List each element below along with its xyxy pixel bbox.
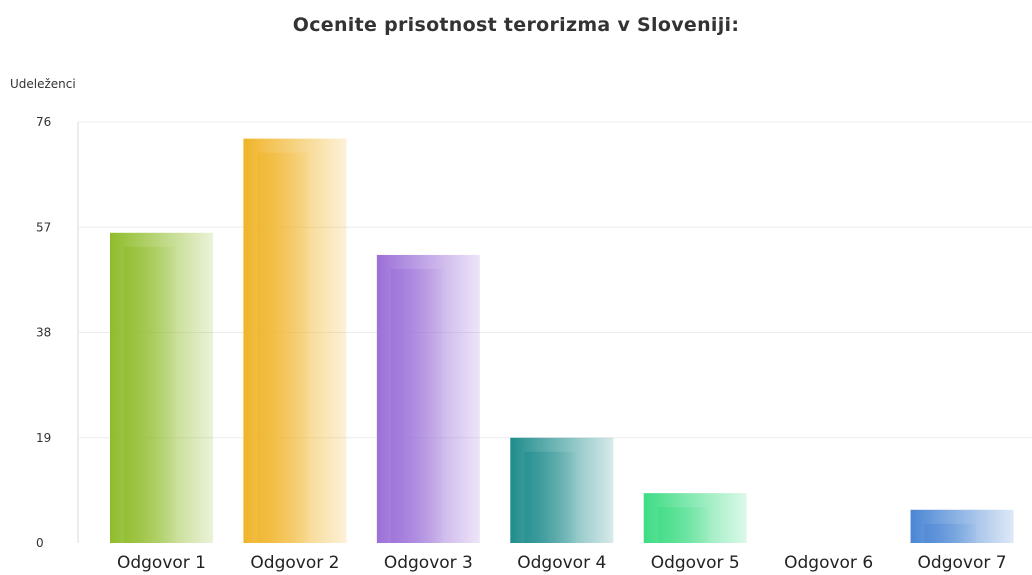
bar[interactable]: [643, 493, 747, 543]
x-category-label: Odgovor 5: [651, 553, 740, 573]
y-tick-label: 76: [36, 115, 51, 129]
x-category-label: Odgovor 7: [918, 553, 1007, 573]
y-tick-label: 0: [36, 536, 44, 550]
y-axis-label: Udeleženci: [10, 77, 76, 91]
chart-title: Ocenite prisotnost terorizma v Sloveniji…: [292, 14, 740, 36]
y-tick-label: 19: [36, 431, 51, 445]
x-category-label: Odgovor 1: [117, 553, 206, 573]
bar[interactable]: [910, 509, 1014, 543]
x-category-label: Odgovor 3: [384, 553, 473, 573]
y-tick-label: 38: [36, 326, 51, 340]
x-category-label: Odgovor 6: [784, 553, 873, 573]
x-category-labels: Odgovor 1 Odgovor 2 Odgovor 3 Odgovor 4 Odgo…: [117, 553, 1007, 573]
bar[interactable]: [376, 254, 480, 543]
y-tick-labels: 0 19 38 57 76: [36, 115, 51, 550]
bar[interactable]: [110, 232, 213, 543]
y-tick-label: 57: [36, 220, 51, 234]
bar[interactable]: [243, 138, 347, 544]
bar[interactable]: [510, 437, 614, 543]
x-category-label: Odgovor 4: [517, 553, 606, 573]
x-category-label: Odgovor 2: [250, 553, 339, 573]
bars: [110, 138, 1014, 544]
